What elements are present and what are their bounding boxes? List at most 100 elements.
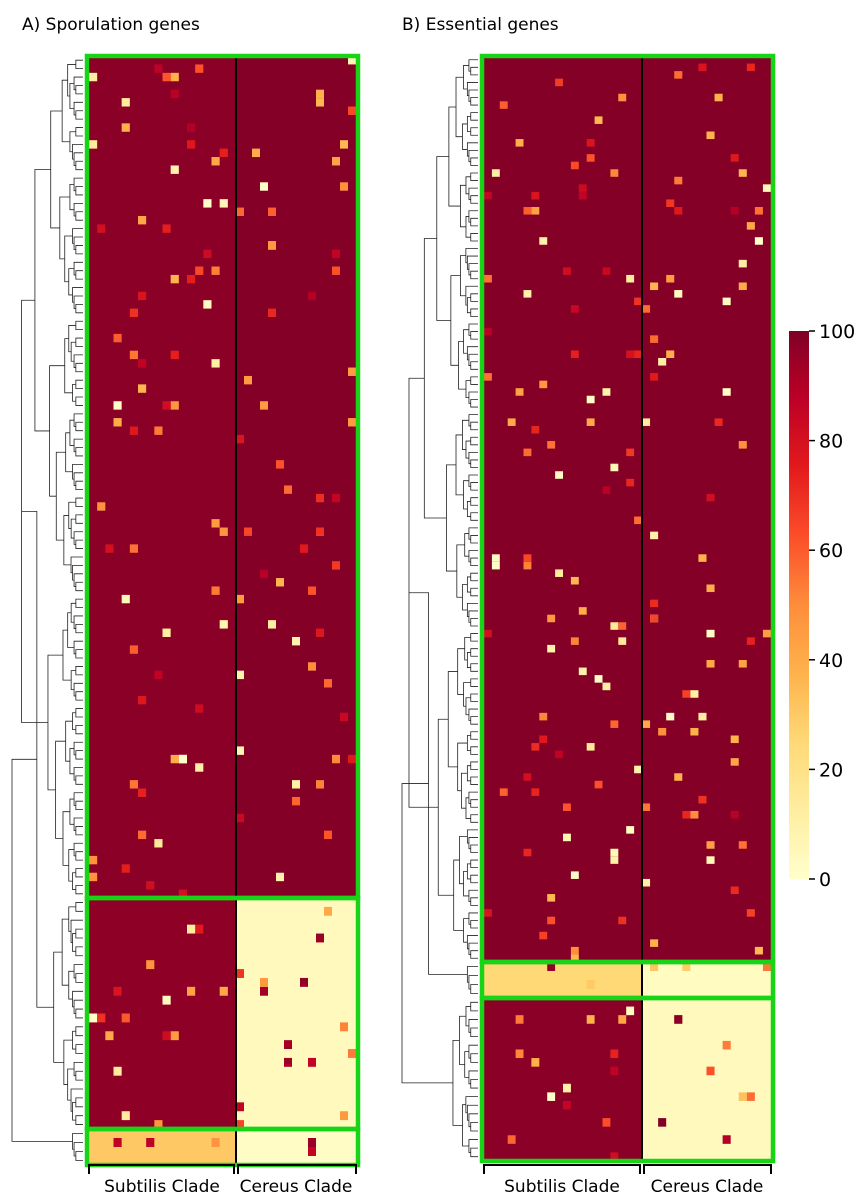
heatmap-cell <box>547 644 556 653</box>
panel-a-subtilis-label: Subtilis Clade <box>104 1177 220 1197</box>
heatmap-cell <box>348 367 356 376</box>
dendrogram-branch <box>465 285 478 306</box>
dendrogram-branch <box>470 331 478 340</box>
dendrogram-branch <box>470 195 478 204</box>
heatmap-cell <box>89 140 98 149</box>
heatmap-cell <box>666 712 675 721</box>
dendrogram-branch <box>470 459 478 468</box>
dendrogram-branch <box>468 527 478 540</box>
dendrogram-branch <box>75 928 83 939</box>
group-2-cereus-block <box>642 962 771 998</box>
heatmap-cell <box>730 758 739 766</box>
heatmap-cell <box>138 695 147 705</box>
dendrogram-branch <box>465 380 471 399</box>
heatmap-cell <box>252 148 260 158</box>
heatmap-cell <box>348 1049 356 1058</box>
dendrogram-branch <box>468 889 478 902</box>
heatmap-cell <box>276 578 284 587</box>
dendrogram-branch <box>61 79 70 143</box>
heatmap-cell <box>547 441 556 449</box>
heatmap-cell <box>308 291 316 301</box>
dendrogram-branch <box>470 716 478 725</box>
dendrogram-branch <box>456 544 465 598</box>
dendrogram-branch <box>72 1030 76 1050</box>
dendrogram-branch <box>70 518 76 539</box>
heatmap-cell <box>340 140 348 149</box>
heatmap-cell <box>340 1111 348 1121</box>
dendrogram-branch <box>73 101 83 116</box>
heatmap-cell <box>121 594 130 604</box>
heatmap-cell <box>706 629 715 638</box>
dendrogram-branch <box>468 1019 478 1033</box>
panel-a-heatmap <box>89 56 356 1165</box>
heatmap-cell <box>610 169 619 177</box>
heatmap-cell <box>698 554 707 562</box>
dendrogram-branch <box>470 233 478 242</box>
dendrogram-branch <box>468 837 478 850</box>
heatmap-cell <box>324 830 332 840</box>
heatmap-cell <box>650 531 659 540</box>
heatmap-cell <box>515 388 524 396</box>
heatmap-cell <box>714 418 723 426</box>
dendrogram-branch <box>463 480 469 510</box>
dendrogram-branch <box>468 1070 478 1085</box>
heatmap-cell <box>316 780 324 789</box>
heatmap-cell <box>499 788 508 796</box>
heatmap-cell <box>618 916 627 925</box>
panel-b-title: B) Essential genes <box>402 15 559 35</box>
heatmap-cell <box>690 811 699 819</box>
heatmap-cell <box>594 780 603 789</box>
heatmap-cell <box>129 308 138 318</box>
dendrogram-branch <box>466 765 471 782</box>
heatmap-cell <box>642 803 651 811</box>
dendrogram-branch <box>463 871 469 897</box>
heatmap-cell <box>89 1013 98 1023</box>
dendrogram-branch <box>466 501 471 517</box>
heatmap-cell <box>746 637 755 645</box>
dendrogram-branch <box>466 735 471 751</box>
dendrogram-branch <box>466 142 478 157</box>
dendrogram-branch <box>73 741 83 756</box>
heatmap-cell <box>154 64 163 73</box>
heatmap-cell <box>730 886 739 895</box>
heatmap-cell <box>634 765 642 774</box>
dendrogram-branch <box>75 303 83 314</box>
heatmap-cell <box>203 249 212 259</box>
heatmap-cell <box>642 720 651 728</box>
heatmap-cell <box>650 599 659 608</box>
dendrogram-branch <box>458 341 466 390</box>
heatmap-cell <box>340 1022 348 1032</box>
heatmap-cell <box>730 811 739 819</box>
heatmap-cell <box>762 184 771 192</box>
dendrogram-branch <box>468 210 478 223</box>
dendrogram-branch <box>445 464 457 572</box>
dendrogram-branch <box>62 629 72 681</box>
heatmap-cell <box>738 259 747 268</box>
dendrogram-branch <box>470 436 478 446</box>
dendrogram-branch <box>470 693 478 702</box>
dendrogram-branch <box>470 399 478 408</box>
dendrogram-branch <box>73 842 83 857</box>
heatmap-cell <box>698 63 707 72</box>
heatmap-cell <box>484 909 492 917</box>
heatmap-cell <box>539 931 548 940</box>
heatmap-cell <box>523 848 532 857</box>
heatmap-cell <box>555 750 563 759</box>
dendrogram-branch <box>468 59 478 72</box>
dendrogram-branch <box>70 341 76 362</box>
dendrogram-branch <box>68 970 75 1000</box>
heatmap-cell <box>515 1049 524 1059</box>
heatmap-cell <box>138 291 147 301</box>
dendrogram-branch <box>468 610 478 623</box>
heatmap-cell <box>618 637 627 645</box>
heatmap-cell <box>316 98 324 107</box>
dendrogram-branch <box>466 1104 478 1121</box>
dendrogram-branch <box>73 999 83 1014</box>
dendrogram-branch <box>468 414 478 427</box>
heatmap-cell <box>236 434 244 444</box>
heatmap-cell <box>586 139 595 147</box>
heatmap-cell <box>602 682 611 691</box>
dendrogram-branch <box>468 1113 478 1128</box>
heatmap-cell <box>555 78 563 87</box>
heatmap-cell <box>578 184 587 192</box>
